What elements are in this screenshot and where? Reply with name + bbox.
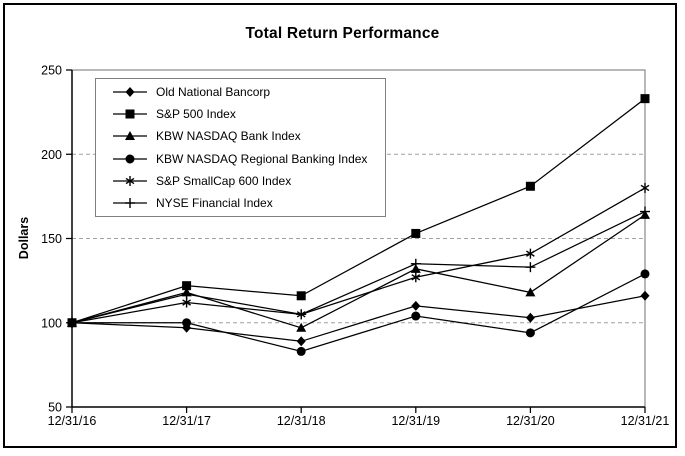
legend-key (113, 197, 147, 208)
y-tick-label: 50 (48, 401, 62, 415)
triangle-marker-icon (525, 287, 536, 297)
legend-item: Old National Bancorp (110, 81, 385, 103)
square-marker-icon (411, 228, 421, 238)
diamond-marker-icon (525, 312, 535, 323)
series-line (71, 187, 646, 324)
asterisk-marker-icon (526, 248, 535, 259)
diamond-marker-icon (125, 87, 135, 98)
y-tick-label: 150 (41, 232, 62, 246)
series-line (71, 295, 646, 342)
legend: Old National Bancorp S&P 500 Index KBW NAS… (95, 78, 386, 217)
x-tick-label: 12/31/20 (506, 414, 555, 428)
plus-marker-icon (640, 206, 650, 217)
chart-title: Total Return Performance (245, 25, 440, 42)
series-line (71, 98, 646, 324)
x-tick-label: 12/31/21 (621, 414, 670, 428)
series-line (71, 210, 646, 324)
chart-frame (3, 3, 677, 448)
asterisk-marker-icon (125, 175, 135, 186)
y-tick-label: 200 (41, 148, 62, 162)
legend-item: KBW NASDAQ Bank Index (110, 125, 385, 147)
asterisk-marker-icon (182, 297, 191, 308)
square-marker-icon (296, 291, 306, 301)
legend-key (113, 87, 147, 98)
legend-item: NYSE Financial Index (110, 192, 385, 214)
x-tick-label: 12/31/17 (162, 414, 211, 428)
plus-marker-icon (525, 262, 536, 273)
legend-key (113, 175, 147, 186)
legend-key (113, 131, 147, 141)
square-marker-icon (525, 181, 535, 191)
square-marker-icon (182, 281, 192, 291)
legend-label: KBW NASDAQ Regional Banking Index (156, 151, 368, 166)
legend-item: S&P SmallCap 600 Index (110, 170, 385, 192)
legend-label: S&P 500 Index (156, 107, 236, 122)
series-line (71, 214, 646, 329)
triangle-marker-icon (296, 322, 307, 332)
plus-marker-icon (296, 309, 307, 320)
square-marker-icon (125, 109, 135, 119)
asterisk-marker-icon (640, 182, 650, 193)
y-tick-label: 250 (41, 64, 62, 78)
diamond-marker-icon (640, 290, 650, 301)
asterisk-marker-icon (411, 272, 421, 283)
legend-label: Old National Bancorp (156, 85, 271, 100)
circle-marker-icon (125, 154, 135, 164)
legend-label: S&P SmallCap 600 Index (156, 173, 292, 188)
legend-key (113, 109, 147, 119)
series-line (72, 273, 646, 353)
circle-marker-icon (296, 346, 306, 356)
y-tick-label: 100 (41, 316, 62, 330)
plus-marker-icon (125, 197, 135, 208)
plus-marker-icon (181, 289, 192, 300)
plus-marker-icon (67, 317, 77, 328)
circle-marker-icon (640, 269, 650, 279)
circle-marker-icon (182, 318, 192, 328)
x-tick-label: 12/31/18 (277, 414, 326, 428)
circle-marker-icon (411, 311, 421, 321)
diamond-marker-icon (296, 336, 306, 347)
legend-key (113, 154, 147, 164)
x-tick-label: 12/31/16 (48, 414, 97, 428)
legend-item: S&P 500 Index (110, 103, 385, 125)
diamond-marker-icon (411, 300, 421, 311)
plus-marker-icon (410, 258, 421, 269)
x-tick-label: 12/31/19 (391, 414, 440, 428)
square-marker-icon (640, 94, 650, 104)
circle-marker-icon (525, 328, 535, 338)
legend-label: KBW NASDAQ Bank Index (156, 129, 301, 144)
triangle-marker-icon (125, 131, 135, 141)
legend-item: KBW NASDAQ Regional Banking Index (110, 148, 385, 170)
legend-label: NYSE Financial Index (156, 195, 273, 210)
